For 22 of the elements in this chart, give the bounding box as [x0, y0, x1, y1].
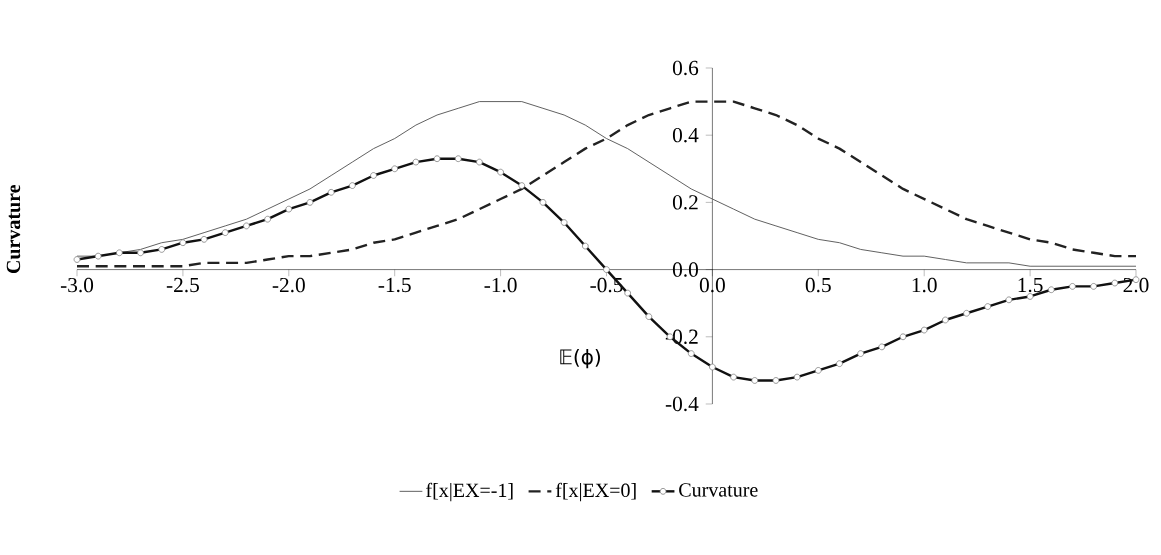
point: [94, 252, 102, 260]
x-tick-label: 0.5: [805, 277, 831, 293]
legend-label: Curvature: [679, 483, 758, 497]
y-tick-label: 0.2: [672, 195, 698, 210]
x-tick-label: 2.0: [1123, 277, 1149, 293]
x-tick-label: 1.0: [912, 277, 937, 293]
x-tick-label: -2.0: [272, 277, 305, 293]
y-axis-title: Curvature: [6, 184, 21, 274]
y-tick-label: 0.6: [672, 60, 699, 76]
x-tick-label: -1.5: [378, 277, 411, 293]
y-tick-label: 0.0: [672, 262, 698, 277]
x-tick-label: -3.0: [60, 277, 94, 293]
y-tick-label: -0.4: [665, 396, 699, 412]
legend-label: f[x|EX=-1]: [426, 482, 513, 502]
x-tick-label: -1.0: [484, 277, 517, 293]
x-tick-label: 1.5: [1018, 277, 1043, 293]
x-axis-title: 𝔼(ϕ): [560, 348, 600, 369]
y-tick-label: 0.4: [672, 127, 699, 143]
x-tick-label: 0.0: [699, 277, 725, 293]
point: [116, 249, 123, 257]
x-tick-label: -2.5: [166, 277, 199, 293]
legend-label: f[x|EX=0]: [555, 482, 636, 502]
